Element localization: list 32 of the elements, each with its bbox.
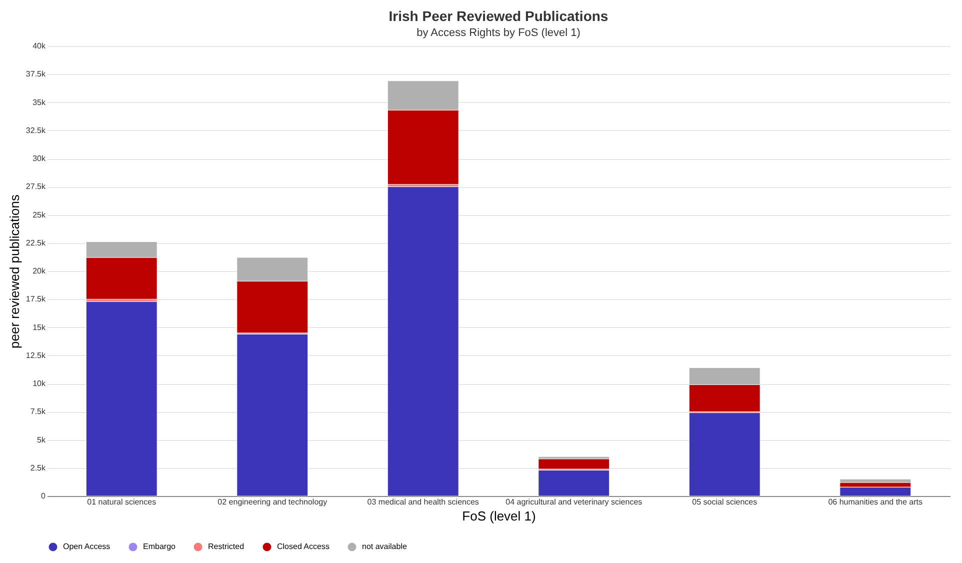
y-tick-label: 25k: [32, 210, 46, 220]
y-tick-label: 17.5k: [26, 294, 46, 304]
chart-title: Irish Peer Reviewed Publications: [388, 8, 608, 24]
legend-label: not available: [362, 542, 408, 551]
y-tick-label: 40k: [32, 42, 46, 50]
y-tick-label: 5k: [37, 435, 46, 444]
legend-label: Embargo: [143, 542, 176, 551]
y-tick-label: 22.5k: [26, 238, 46, 248]
x-tick-label: 01 natural sciences: [87, 498, 156, 506]
y-tick-label: 35k: [32, 98, 46, 107]
chart-subtitle: by Access Rights by FoS (level 1): [416, 27, 580, 39]
y-tick-label: 37.5k: [26, 70, 46, 79]
x-tick-label: 06 humanities and the arts: [828, 498, 923, 506]
y-tick-label: 15k: [32, 322, 46, 332]
y-tick-label: 32.5k: [26, 126, 46, 135]
y-tick-label: 7.5k: [30, 407, 46, 416]
y-tick-label: 10k: [32, 379, 46, 388]
y-tick-label: 2.5k: [30, 463, 46, 472]
legend-label: Closed Access: [277, 542, 330, 551]
y-tick-label: 30k: [32, 154, 46, 163]
y-tick-label: 12.5k: [26, 350, 46, 360]
x-tick-label: 02 engineering and technology: [218, 498, 328, 506]
y-tick-label: 20k: [32, 266, 46, 276]
x-axis-title: FoS (level 1): [462, 508, 536, 524]
legend-label: Open Access: [63, 542, 110, 551]
y-tick-label: 27.5k: [26, 182, 46, 192]
x-tick-label: 04 agricultural and veterinary sciences: [506, 498, 642, 506]
y-tick-label: 0: [41, 492, 46, 500]
x-tick-label: 03 medical and health sciences: [367, 498, 479, 506]
legend-label: Restricted: [208, 542, 244, 551]
y-axis-title: peer reviewed publications: [6, 194, 22, 348]
x-tick-label: 05 social sciences: [692, 498, 758, 506]
